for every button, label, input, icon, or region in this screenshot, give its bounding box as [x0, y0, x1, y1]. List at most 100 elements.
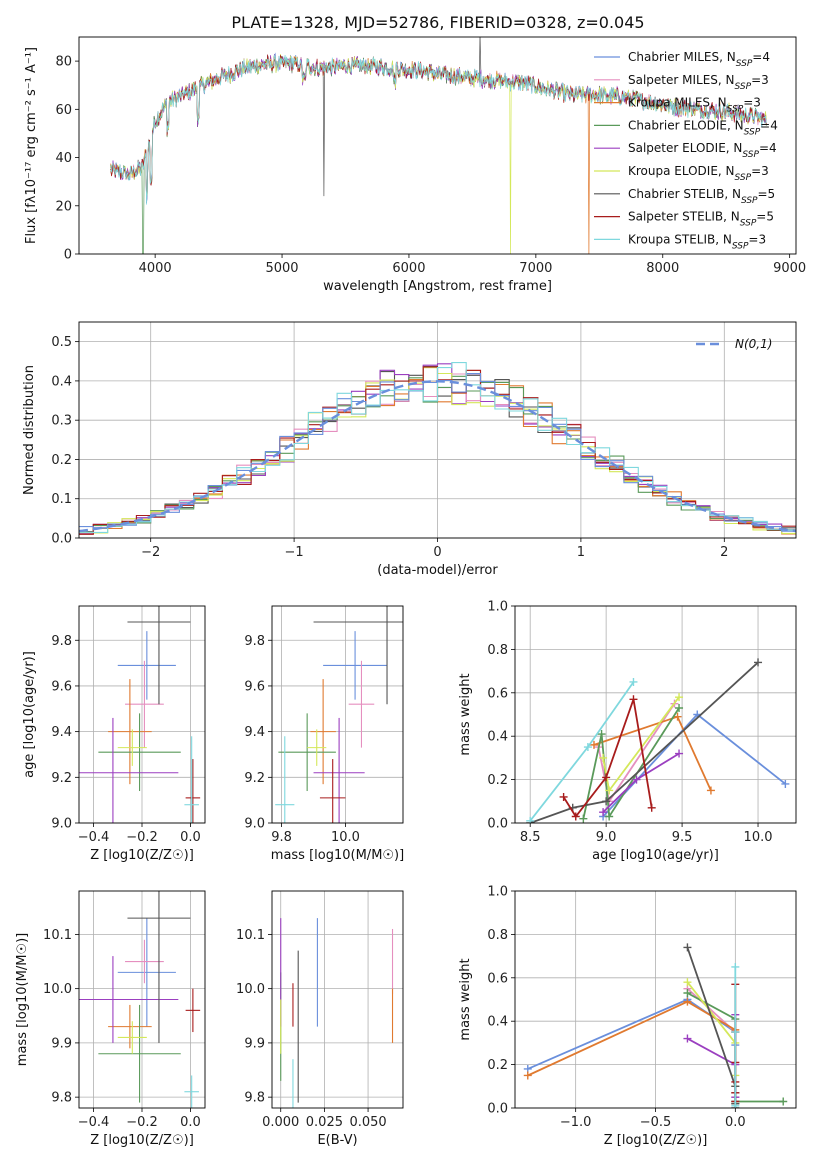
plus-marker [599, 753, 608, 762]
x-tick-label: 0 [433, 545, 441, 560]
y-tick-label: 0.8 [487, 928, 508, 943]
mass-weight-vs-age-panel: 8.5 9.0 9.5 10.0 0.0 0.2 0.4 0.6 0.8 1.0 age [log1… [458, 600, 797, 863]
errorbar-point [108, 679, 152, 785]
plus-marker [683, 997, 692, 1006]
y-tick-label: 9.8 [244, 634, 265, 649]
y-tick-label: 0.6 [487, 686, 508, 701]
y-tick-label: 9.6 [244, 679, 265, 694]
errorbar-point [108, 1004, 152, 1049]
mass-weight-series-salpeter-elodie [599, 749, 684, 817]
plus-marker [675, 693, 684, 702]
y-tick-label: 0.0 [487, 817, 508, 832]
x-tick-label: 0.0 [725, 1115, 746, 1130]
legend-name: Chabrier STELIB, N [628, 187, 741, 201]
y-tick-label: 0.4 [487, 730, 508, 745]
mass-weight-series-kroupa-elodie [599, 693, 684, 795]
y-tick-label: 0.5 [51, 335, 72, 350]
y-tick-label: 0.4 [51, 374, 72, 389]
y-tick-label: 10.0 [43, 982, 72, 997]
legend-name: Kroupa ELODIE, N [628, 164, 735, 178]
y-tick-label: 0.0 [51, 532, 72, 547]
y-axis-label: Normed distribution [22, 365, 37, 495]
legend-subscript: SSP [741, 196, 758, 206]
y-tick-label: 9.8 [51, 634, 72, 649]
mass-weight-series-kroupa-miles [589, 712, 715, 795]
legend-count: =3 [748, 232, 766, 246]
mass-weight-series-kroupa-stelib [731, 962, 740, 1108]
plot-frame [78, 890, 206, 1109]
plus-marker [683, 1034, 692, 1043]
x-tick-label: 0.000 [262, 1115, 299, 1130]
legend-subscript: SSP [742, 150, 759, 160]
mass-weight-series-chabrier-miles [523, 995, 740, 1106]
x-tick-label: −0.5 [640, 1115, 672, 1130]
x-tick-label: −1 [285, 545, 304, 560]
y-axis-label: mass weight [458, 958, 473, 1040]
mass-weight-series-salpeter-elodie [683, 1010, 740, 1102]
y-tick-label: 0.2 [51, 453, 72, 468]
plus-marker [571, 812, 580, 821]
legend-count: =3 [751, 164, 769, 178]
normal-reference-curve [79, 380, 796, 533]
y-tick-label: 9.6 [51, 679, 72, 694]
plus-marker [605, 786, 614, 795]
x-tick-label: −0.4 [78, 830, 110, 845]
legend-subscript: SSP [744, 127, 761, 137]
x-tick-label: 5000 [265, 261, 298, 276]
legend-label: N(0,1) [735, 337, 772, 351]
y-tick-label: 0.3 [51, 414, 72, 429]
y-tick-label: 40 [55, 151, 72, 166]
age-vs-metallicity-panel: −0.4 −0.2 0.0 9.0 9.2 9.4 9.6 9.8 Z [log10(Z/Z☉)… [22, 605, 206, 863]
errorbar-point [313, 606, 403, 705]
errorbar-point [117, 729, 147, 766]
plus-marker [589, 740, 598, 749]
errorbar-point [79, 717, 179, 823]
x-axis-label: mass [log10(M/M☉)] [271, 848, 404, 863]
y-tick-label: 10.1 [236, 928, 265, 943]
errorbar-point [117, 631, 176, 700]
x-tick-label: 9.8 [271, 830, 292, 845]
legend-count: =4 [760, 118, 778, 132]
legend-count: =4 [759, 141, 777, 155]
plus-marker [605, 812, 614, 821]
plus-marker [629, 695, 638, 704]
mass-weight-series-kroupa-miles [523, 997, 740, 1080]
plus-marker [781, 779, 790, 788]
errorbar-point [278, 713, 336, 792]
legend-count: =4 [752, 50, 770, 64]
x-tick-label: 4000 [139, 261, 172, 276]
x-axis-label: (data-model)/error [377, 563, 498, 578]
x-tick-label: 7000 [519, 261, 552, 276]
x-tick-label: 2 [720, 545, 728, 560]
y-tick-label: 10.0 [236, 982, 265, 997]
plus-marker [731, 1028, 740, 1037]
x-axis-label: Z [log10(Z/Z☉)] [90, 1133, 194, 1148]
legend-label: Kroupa ELODIE, NSSP=3 [628, 164, 769, 183]
errorbar-point [275, 736, 295, 823]
y-axis-label: mass weight [458, 673, 473, 755]
spectrum-line-kroupa-stelib [110, 53, 767, 205]
plus-marker [602, 797, 611, 806]
spectrum-panel: 4000 5000 6000 7000 8000 9000 0 20 40 60 80 wavelen… [24, 36, 806, 294]
y-tick-label: 0.2 [487, 1058, 508, 1073]
y-tick-label: 9.9 [51, 1036, 72, 1051]
x-tick-label: 1 [577, 545, 585, 560]
errorbar-point [310, 679, 336, 785]
legend-label: Salpeter STELIB, NSSP=5 [628, 210, 774, 229]
mass-weight-vs-metallicity-panel: −1.0 −0.5 0.0 0.0 0.2 0.4 0.6 0.8 1.0 Z [log10(Z/… [458, 885, 797, 1148]
plus-marker [559, 792, 568, 801]
legend-subscript: SSP [736, 59, 753, 69]
plot-frame [78, 321, 797, 539]
errorbar-point [79, 956, 179, 1043]
errorbar-point [117, 1021, 147, 1054]
x-tick-label: 10.0 [744, 830, 773, 845]
mass-weight-series-salpeter-stelib [559, 695, 656, 821]
y-tick-label: 80 [55, 55, 72, 70]
plus-marker [683, 943, 692, 952]
plus-marker [579, 814, 588, 823]
errorbar-point [313, 717, 365, 823]
y-tick-label: 9.0 [51, 817, 72, 832]
errorbar-point [323, 631, 388, 700]
